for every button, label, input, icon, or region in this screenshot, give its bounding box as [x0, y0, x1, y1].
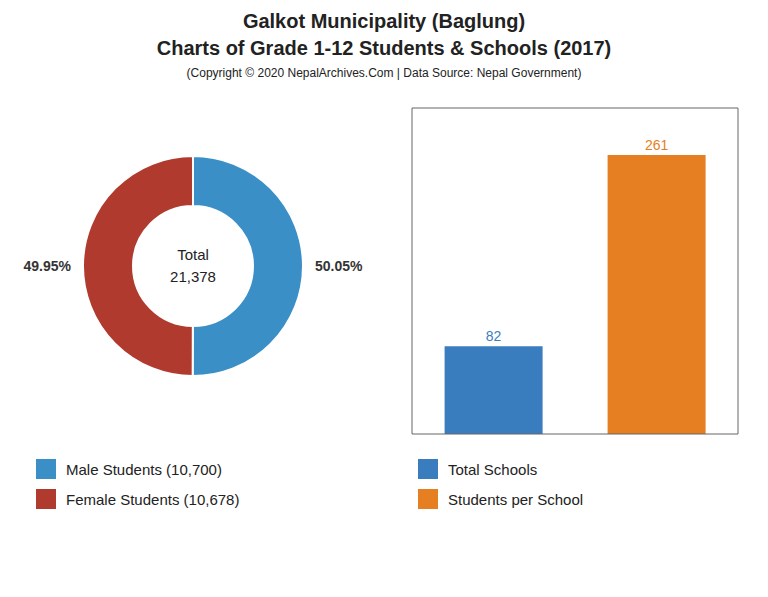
html-text:Male Students (10,700): Male Students (10,700)	[66, 460, 222, 478]
html-text:Students per School: Students per School	[448, 490, 584, 508]
svg-text:49.95%: 49.95%	[24, 258, 72, 274]
html-text:(Copyright © 2020 NepalArchive: (Copyright © 2020 NepalArchives.Com | Da…	[186, 66, 582, 80]
svg-text:82: 82	[486, 328, 502, 344]
html-text:Total: Total	[177, 245, 209, 263]
html-text:Charts of Grade 1-12 Students: Charts of Grade 1-12 Students & Schools …	[156, 37, 612, 59]
svg-text:261: 261	[645, 137, 669, 153]
html-text:21,378: 21,378	[170, 268, 216, 285]
html-text:Total Schools: Total Schools	[448, 460, 538, 478]
html-text:Galkot Municipality (Baglung): Galkot Municipality (Baglung)	[242, 10, 526, 32]
html-text:Female Students (10,678): Female Students (10,678)	[66, 490, 240, 508]
svg-text:50.05%: 50.05%	[315, 258, 363, 274]
